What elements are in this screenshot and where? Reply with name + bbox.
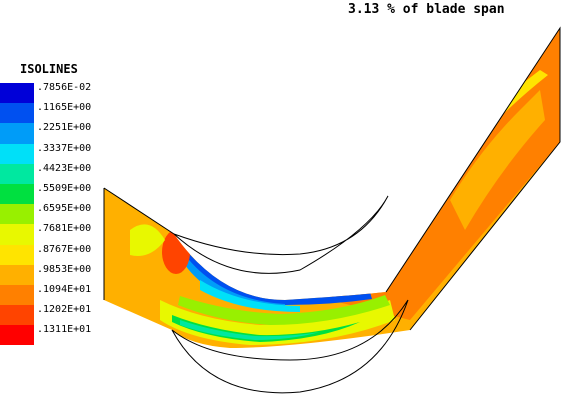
- legend-label: .4423E+00: [37, 162, 92, 174]
- contour-field: [104, 28, 560, 348]
- blade-upper-outline: [173, 195, 389, 274]
- plot-title: 3.13 % of blade span: [348, 2, 505, 17]
- legend-label: .1165E+00: [37, 102, 92, 114]
- legend-swatch: [0, 264, 34, 285]
- legend-label: .7681E+00: [37, 223, 92, 235]
- legend-item: .6595E+00: [0, 203, 140, 225]
- legend-item: .9853E+00: [0, 263, 140, 285]
- legend-swatch: [0, 325, 34, 346]
- legend-swatch: [0, 183, 34, 205]
- legend-swatch: [0, 244, 34, 265]
- legend-swatch: [0, 305, 34, 326]
- legend-item: .1202E+01: [0, 304, 140, 326]
- legend-item: .8767E+00: [0, 243, 140, 265]
- legend-label: .6595E+00: [37, 203, 92, 215]
- legend-swatch: [0, 143, 34, 164]
- legend-label: .9853E+00: [37, 263, 92, 275]
- legend-item: .2251E+00: [0, 122, 140, 144]
- legend-swatch: [0, 284, 34, 306]
- legend-swatch: [0, 123, 34, 144]
- blade-lower-outline: [171, 299, 409, 394]
- legend-label: .1094E+01: [37, 283, 92, 295]
- legend-item: .7856E-02: [0, 82, 140, 104]
- legend-item: .7681E+00: [0, 223, 140, 245]
- legend-label: .1311E+01: [37, 324, 92, 336]
- legend-title: ISOLINES: [20, 62, 78, 76]
- legend-swatch: [0, 204, 34, 225]
- legend-item: .1311E+01: [0, 324, 140, 346]
- legend-label: .1202E+01: [37, 304, 92, 316]
- domain-outline: [103, 26, 561, 331]
- legend-label: .5509E+00: [37, 182, 92, 194]
- legend-label: .8767E+00: [37, 243, 92, 255]
- legend-label: .2251E+00: [37, 122, 92, 134]
- legend: .7856E-02 .1165E+00 .2251E+00 .3337E+00 .442…: [0, 82, 140, 346]
- legend-item: .1165E+00: [0, 102, 140, 124]
- legend-label: .3337E+00: [37, 142, 92, 154]
- legend-swatch: [0, 163, 34, 184]
- legend-item: .4423E+00: [0, 162, 140, 184]
- legend-item: .1094E+01: [0, 283, 140, 306]
- legend-label: .7856E-02: [37, 82, 92, 93]
- legend-swatch: [0, 224, 34, 245]
- legend-item: .5509E+00: [0, 182, 140, 205]
- legend-swatch: [0, 83, 34, 104]
- legend-item: .3337E+00: [0, 142, 140, 164]
- legend-swatch: [0, 103, 34, 124]
